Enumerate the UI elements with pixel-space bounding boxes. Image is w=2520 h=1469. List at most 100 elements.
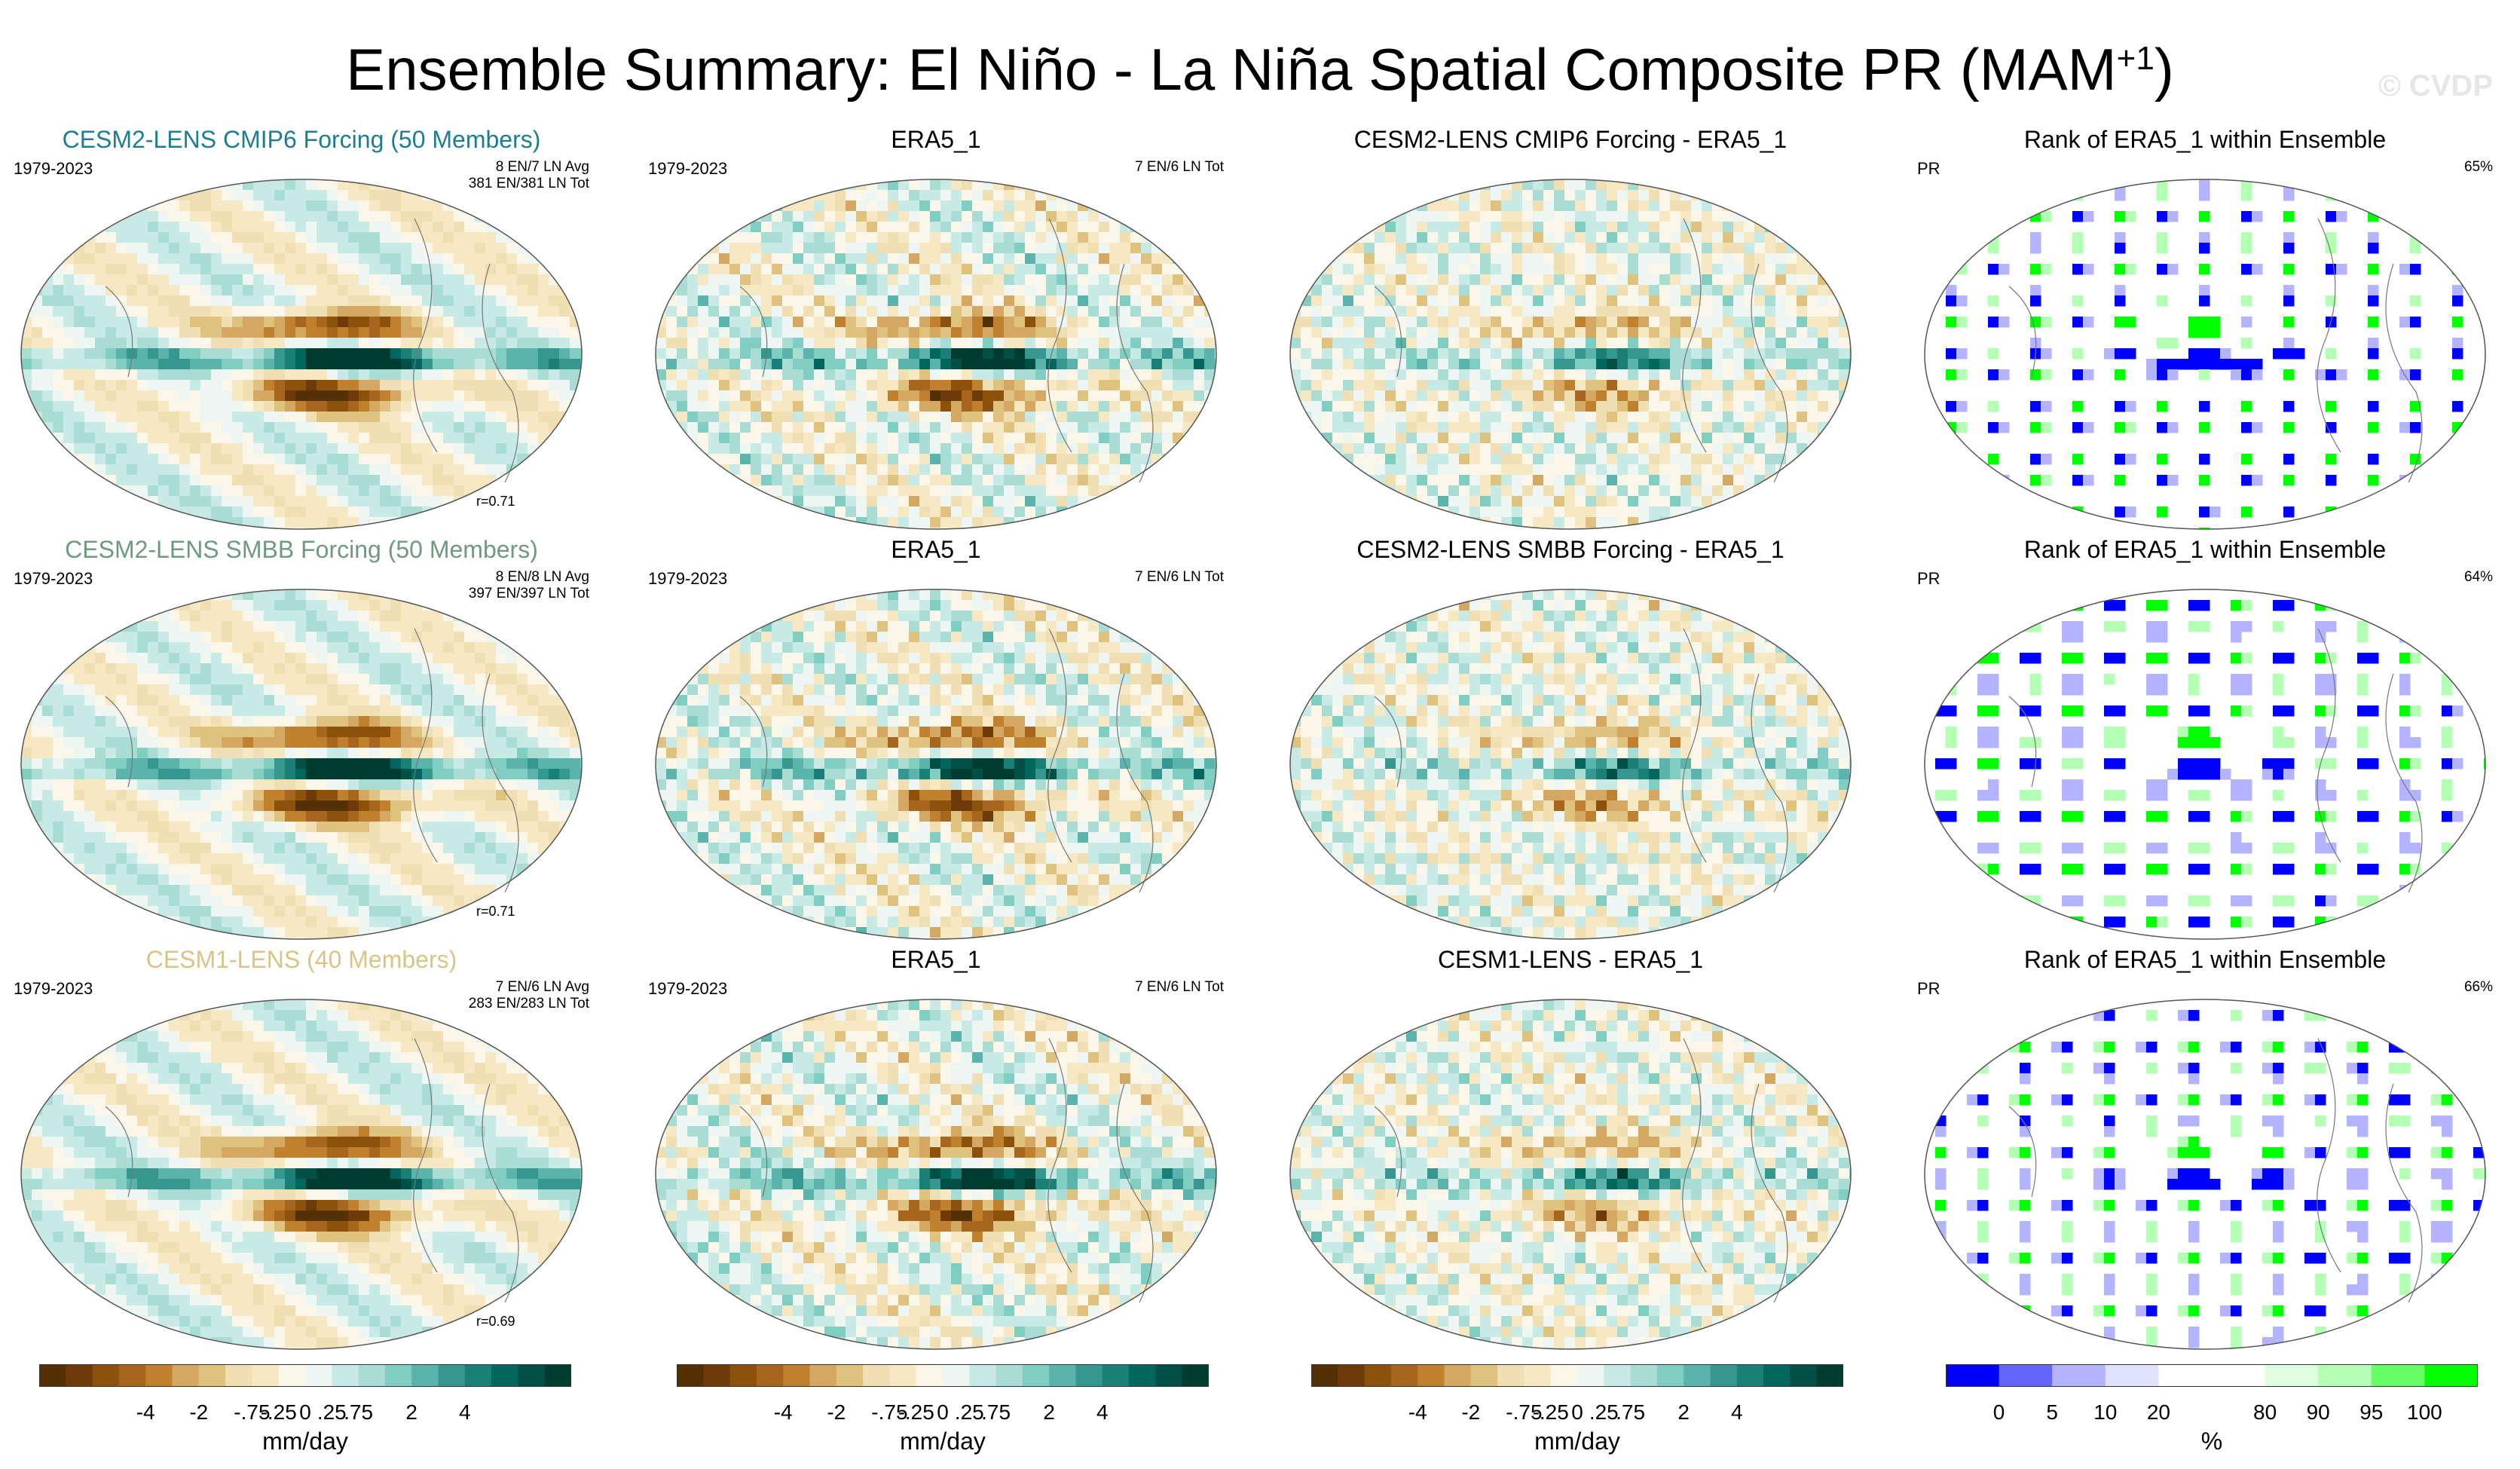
map-field — [21, 179, 582, 529]
map-field — [1925, 999, 2485, 1349]
colorbar-tick-label: 2 — [1677, 1400, 1690, 1424]
colorbar-unit: mm/day — [900, 1428, 986, 1455]
colorbar-swatch — [995, 1364, 1023, 1387]
colorbar-swatch — [358, 1364, 386, 1387]
map-outline — [1289, 589, 1852, 940]
panel-title: CESM1-LENS - ERA5_1 — [1437, 946, 1704, 973]
colorbar-swatch — [1311, 1364, 1338, 1387]
colorbar-swatch — [889, 1364, 917, 1387]
colorbar-swatch — [411, 1364, 439, 1387]
colorbar-tick-label: -2 — [827, 1400, 846, 1424]
colorbar-unit: % — [2200, 1428, 2223, 1455]
map-field — [21, 589, 582, 939]
colorbar-swatch — [172, 1364, 200, 1387]
colorbar-tick-label: 0 — [1992, 1400, 2005, 1424]
colorbar-swatch — [1790, 1364, 1818, 1387]
colorbar-tick-label: -.75 — [1506, 1400, 1543, 1424]
colorbar-swatch — [863, 1364, 890, 1387]
rank-percent: 66% — [2463, 979, 2493, 995]
colorbar-swatches — [1311, 1364, 1844, 1387]
panel-title: Rank of ERA5_1 within Ensemble — [2023, 946, 2387, 973]
colorbar-tick-label: -4 — [773, 1400, 793, 1424]
colorbar-swatch — [1577, 1364, 1604, 1387]
map-outline — [1289, 179, 1852, 530]
colorbar-swatches — [39, 1364, 572, 1387]
colorbar-swatch — [1022, 1364, 1050, 1387]
colorbar-tick-label: 0 — [299, 1400, 311, 1424]
composite-map — [20, 589, 583, 940]
map-field — [1290, 179, 1851, 529]
panel-r3-c4: Rank of ERA5_1 within Ensemble PR 66% — [1904, 944, 2506, 1355]
period-label: 1979-2023 — [14, 569, 93, 588]
composite-map — [655, 999, 1217, 1350]
map-outline — [1924, 999, 2486, 1350]
map-outline — [20, 179, 583, 530]
panel-r2-c2: ERA5_1 1979-2023 7 EN/6 LN Tot — [635, 534, 1237, 945]
colorbar-tick-label: -.75 — [871, 1400, 908, 1424]
map-outline — [1289, 999, 1852, 1350]
colorbar-swatch — [1946, 1364, 2000, 1387]
colorbar-swatch — [1524, 1364, 1552, 1387]
colorbar-swatch — [1684, 1364, 1711, 1387]
composite-map — [655, 589, 1217, 940]
colorbar-swatch — [145, 1364, 173, 1387]
colorbar-tick-label: 20 — [2146, 1400, 2170, 1424]
rank-map — [1924, 999, 2486, 1350]
panel-r3-c1: CESM1-LENS (40 Members) 1979-2023 7 EN/6… — [0, 944, 603, 1355]
panel-title: Rank of ERA5_1 within Ensemble — [2023, 126, 2387, 153]
colorbar-tick-label: .25 — [1589, 1400, 1619, 1424]
colorbar-tick-label: -2 — [189, 1400, 209, 1424]
period-label: 1979-2023 — [14, 159, 93, 178]
variable-label: PR — [1917, 159, 1940, 178]
map-field — [1925, 589, 2485, 939]
period-label: 1979-2023 — [648, 979, 728, 998]
event-counts: 8 EN/7 LN Avg 381 EN/381 LN Tot — [468, 159, 589, 191]
colorbar-swatch — [1338, 1364, 1366, 1387]
colorbar-swatch — [756, 1364, 784, 1387]
correlation-label: r=0.71 — [476, 494, 515, 509]
panel-r3-c2: ERA5_1 1979-2023 7 EN/6 LN Tot — [635, 944, 1237, 1355]
colorbar-swatch — [332, 1364, 359, 1387]
colorbar-swatch — [2158, 1364, 2213, 1387]
colorbar-swatches — [677, 1364, 1210, 1387]
composite-map — [20, 179, 583, 530]
coastlines — [739, 1038, 1154, 1303]
map-outline — [655, 999, 1217, 1350]
colorbar-swatch — [916, 1364, 943, 1387]
panel-r1-c4: Rank of ERA5_1 within Ensemble PR 65% — [1904, 124, 2506, 535]
colorbar-swatch — [1604, 1364, 1632, 1387]
rank-map — [1924, 589, 2486, 940]
colorbar-tick-label: -.25 — [898, 1400, 934, 1424]
colorbar-swatch — [836, 1364, 864, 1387]
colorbar-tick-label: .75 — [1616, 1400, 1646, 1424]
colorbar-swatch — [1710, 1364, 1738, 1387]
panel-r1-c1: CESM2-LENS CMIP6 Forcing (50 Members) 19… — [0, 124, 603, 535]
colorbar-swatch — [943, 1364, 970, 1387]
colorbar-tick-label: .75 — [344, 1400, 374, 1424]
colorbar-swatch — [2052, 1364, 2106, 1387]
event-counts: 7 EN/6 LN Tot — [1135, 159, 1224, 175]
colorbar-swatch — [384, 1364, 412, 1387]
panel-r2-c3: CESM2-LENS SMBB Forcing - ERA5_1 — [1269, 534, 1872, 945]
colorbar-swatch — [1630, 1364, 1658, 1387]
colorbar-swatch — [1497, 1364, 1525, 1387]
colorbar-tick-label: -.75 — [234, 1400, 271, 1424]
colorbar-tick-label: -.25 — [1532, 1400, 1569, 1424]
colorbar-3: -4 -2 -.75 -.25 0.25.75 2 4 mm/day — [1311, 1364, 1844, 1462]
panel-r1-c2: ERA5_1 1979-2023 7 EN/6 LN Tot — [635, 124, 1237, 535]
colorbar-swatch — [1736, 1364, 1764, 1387]
colorbar-tick-label: .75 — [981, 1400, 1011, 1424]
event-counts: 7 EN/6 LN Avg 283 EN/283 LN Tot — [468, 979, 589, 1011]
difference-map — [1289, 999, 1852, 1350]
colorbar-swatch — [518, 1364, 546, 1387]
map-outline — [655, 589, 1217, 940]
colorbar-swatch — [2265, 1364, 2319, 1387]
map-field — [656, 589, 1216, 939]
colorbar-swatch — [438, 1364, 466, 1387]
coastlines — [2008, 628, 2423, 893]
variable-label: PR — [1917, 569, 1940, 588]
panel-title: ERA5_1 — [891, 946, 981, 973]
colorbar-swatch — [39, 1364, 66, 1387]
colorbar-swatch — [198, 1364, 226, 1387]
coastlines — [1374, 218, 1788, 483]
